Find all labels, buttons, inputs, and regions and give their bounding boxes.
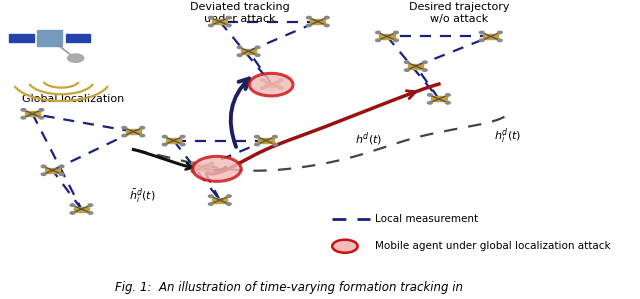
Circle shape [255,135,259,138]
Circle shape [140,126,145,129]
Circle shape [209,170,214,173]
Circle shape [479,31,484,34]
Text: Global localization: Global localization [22,94,124,104]
Circle shape [376,31,380,34]
Circle shape [227,16,231,19]
Circle shape [307,16,311,19]
Bar [259,138,273,143]
Circle shape [209,195,213,197]
Bar [66,34,90,42]
Circle shape [209,203,213,205]
Circle shape [88,212,93,214]
Text: Desired trajectory
w/o attack: Desired trajectory w/o attack [409,2,509,24]
Circle shape [445,94,451,96]
Circle shape [307,24,311,27]
Bar [380,34,395,39]
Bar [45,168,60,173]
Circle shape [193,156,241,181]
Circle shape [163,135,167,138]
Circle shape [422,61,427,63]
Text: Deviated tracking
under attack: Deviated tracking under attack [190,2,290,24]
Circle shape [422,69,427,71]
Circle shape [122,134,127,137]
Circle shape [324,24,329,27]
Circle shape [180,143,185,146]
Circle shape [39,109,44,111]
Text: $h^{d}(t)$: $h^{d}(t)$ [355,130,383,148]
Text: Fig. 1:  An illustration of time-varying formation tracking in: Fig. 1: An illustration of time-varying … [115,281,463,294]
Circle shape [237,46,242,48]
Bar [74,207,89,211]
Circle shape [60,173,64,176]
Circle shape [394,39,398,42]
Bar [195,165,210,170]
Circle shape [278,87,283,89]
Bar [310,19,325,24]
Text: $\bar{h}_i^{d}(t)$: $\bar{h}_i^{d}(t)$ [129,187,156,206]
Bar [37,30,62,46]
Bar [25,111,40,116]
Circle shape [209,16,213,19]
Circle shape [273,143,277,146]
Circle shape [68,54,84,62]
Text: Local measurement: Local measurement [376,214,479,225]
Circle shape [497,39,502,42]
Circle shape [41,173,46,176]
Circle shape [324,16,329,19]
Circle shape [260,79,265,81]
Bar [241,49,256,54]
Bar [264,82,279,86]
Bar [212,198,227,203]
Circle shape [394,31,398,34]
Circle shape [479,39,484,42]
Circle shape [255,143,259,146]
Text: Mobile agent under global localization attack: Mobile agent under global localization a… [376,241,611,251]
Bar [431,96,447,101]
Circle shape [404,69,409,71]
Circle shape [191,170,196,173]
Circle shape [21,117,26,119]
Circle shape [404,61,409,63]
Circle shape [332,240,358,253]
Circle shape [376,39,380,42]
Circle shape [140,134,145,137]
Bar [10,34,33,42]
Circle shape [497,31,502,34]
Circle shape [445,102,451,104]
Circle shape [21,109,26,111]
Circle shape [255,46,260,48]
Circle shape [249,73,293,96]
Circle shape [88,204,93,206]
Circle shape [180,135,185,138]
Bar [212,19,227,24]
Bar [408,64,424,69]
Circle shape [70,204,75,206]
Circle shape [209,24,213,27]
Circle shape [237,54,242,57]
Circle shape [70,212,75,214]
Circle shape [60,165,64,168]
Circle shape [41,165,46,168]
Circle shape [227,24,231,27]
Circle shape [163,143,167,146]
Circle shape [122,126,127,129]
Bar [166,138,181,143]
Circle shape [227,195,231,197]
Circle shape [278,79,283,81]
Text: $h_i^{d}(t)$: $h_i^{d}(t)$ [493,126,521,146]
Circle shape [428,102,432,104]
Circle shape [260,87,265,89]
Circle shape [428,94,432,96]
Circle shape [39,117,44,119]
Circle shape [255,54,260,57]
Bar [483,34,499,39]
Circle shape [273,135,277,138]
Circle shape [209,162,214,165]
Circle shape [191,162,196,165]
Bar [125,129,141,134]
Circle shape [227,203,231,205]
